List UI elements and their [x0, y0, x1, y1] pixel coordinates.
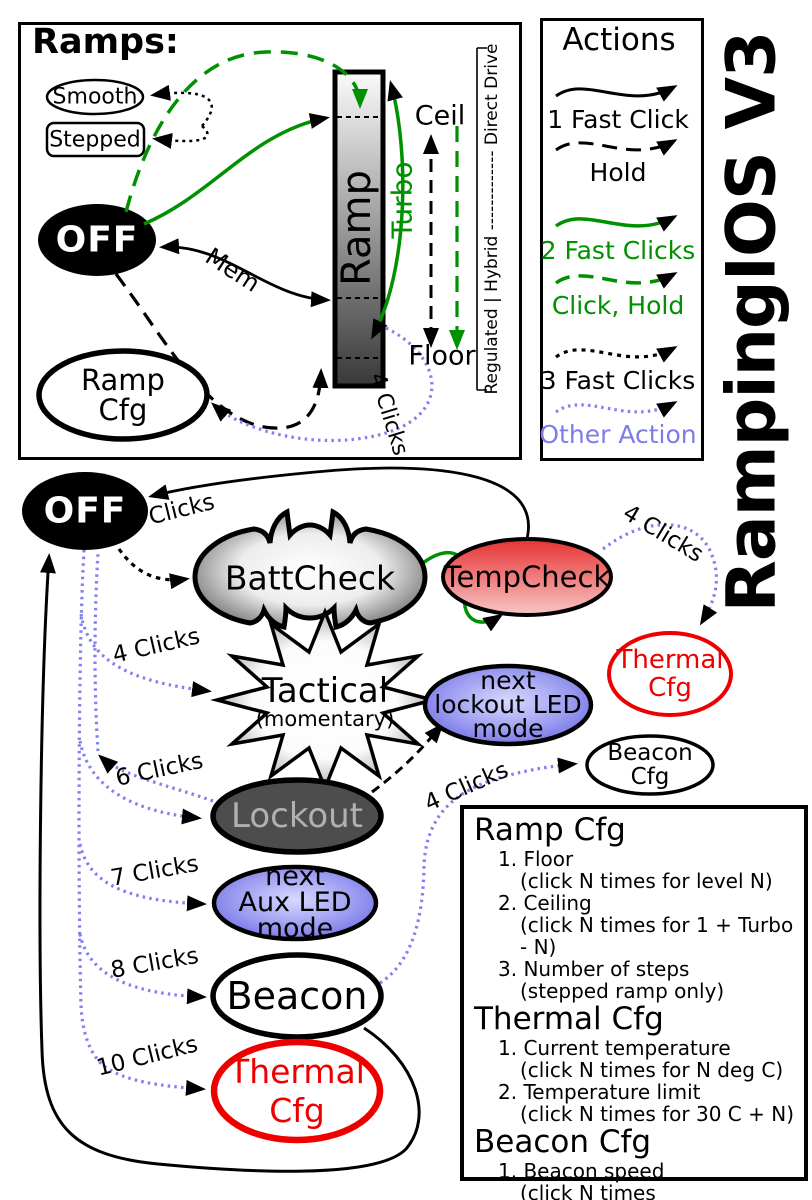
next-lockout-led-ellipse: [422, 663, 594, 747]
thermal-cfg-entry-label: Thermal Cfg: [229, 1052, 365, 1130]
thermal-cfg-entry-ellipse: [210, 1038, 384, 1144]
legend-2-fast-clicks-arrow: [554, 215, 678, 232]
tactical-label: Tactical (momentary): [255, 671, 395, 731]
ramp-label: Ramp: [334, 170, 380, 286]
beacon-cfg-ellipse: [585, 734, 715, 796]
beacon-to-off-return-arrow: [38, 553, 421, 1173]
ramps-heading: Ramps:: [32, 22, 179, 62]
battcheck-bat-shape: [192, 508, 428, 631]
legend-hold-label: Hold: [589, 158, 647, 187]
seven-clicks-arrow: [78, 843, 207, 912]
legend-other-action-arrow: [555, 401, 678, 418]
ramp-cfg-label: Ramp Cfg: [81, 363, 165, 427]
legend-1-fast-click-arrow: [555, 85, 678, 102]
four-clicks-thermal-arrow: [602, 523, 719, 626]
beacon-ellipse: [210, 952, 384, 1040]
four-clicks-tactical-arrow: [79, 613, 212, 698]
next-aux-led-label: next Aux LED mode: [238, 861, 352, 944]
beacon-cfg-heading: Beacon Cfg: [474, 1124, 652, 1160]
ceil-label: Ceil: [414, 100, 466, 132]
lockout-label: Lockout: [231, 796, 363, 836]
battcheck-label: BattCheck: [224, 558, 396, 598]
next-aux-led-ellipse: [211, 864, 379, 942]
thermal-cfg-heading: Thermal Cfg: [474, 1001, 664, 1037]
off-label-top: OFF: [55, 219, 139, 261]
off-ellipse-main: [22, 472, 148, 550]
lockout-ellipse: [210, 777, 384, 855]
tempcheck-label: TempCheck: [443, 560, 611, 594]
thermal-cfg-ellipse: [607, 631, 733, 717]
config-reference-box: Ramp Cfg 1. Floor (click N times for lev…: [460, 805, 808, 1200]
beacon-cfg-label: Beacon Cfg: [607, 740, 693, 790]
tempcheck-to-off-arrow: [148, 466, 530, 540]
tempcheck-ellipse: [441, 537, 613, 617]
smooth-ellipse: [45, 78, 145, 116]
drive-axis-bracket: [476, 47, 487, 391]
floor-label: Floor: [408, 340, 476, 372]
thermal-cfg-label: Thermal Cfg: [616, 645, 724, 703]
legend-3-fast-clicks-label: 3 Fast Clicks: [540, 366, 696, 395]
stepped-rect: [45, 121, 146, 158]
off-click-hold-arrow: [124, 50, 368, 213]
eight-clicks-arrow: [78, 933, 207, 1005]
toggle-stepped-arrow: [152, 125, 209, 149]
six-clicks-arrow: [78, 740, 202, 825]
turbo-label: Turbo: [385, 161, 419, 239]
ramp-cfg-heading: Ramp Cfg: [474, 812, 626, 848]
turbo-arc-arrow: [371, 80, 405, 340]
mem-arrow: [159, 238, 331, 308]
legend-hold-arrow: [555, 139, 678, 156]
four-clicks-rampcfg-arrow: [211, 326, 434, 443]
drive-axis-label: Regulated | Hybrid ------------- Direct …: [482, 43, 502, 395]
legend-2-fast-clicks-label: 2 Fast Clicks: [540, 236, 696, 265]
three-clicks-arrow: [117, 548, 190, 590]
legend-other-action-label: Other Action: [539, 420, 697, 449]
four-clicks-beacon-cfg-arrow: [379, 757, 578, 985]
lockout-return-line: [93, 552, 100, 752]
page-title: RampingIOS V3: [712, 31, 792, 613]
toggle-smooth-arrow: [150, 84, 213, 127]
ramps-box: [18, 22, 522, 460]
legend-1-fast-click-label: 1 Fast Click: [547, 105, 689, 134]
ramp-cfg-ellipse: [36, 348, 210, 442]
legend-click-hold-arrow: [554, 272, 678, 289]
off-ellipse-top: [38, 204, 156, 276]
lockout-return-arrow: [98, 754, 214, 803]
stepped-label: Stepped: [49, 127, 141, 153]
actions-legend-box: [540, 18, 704, 461]
legend-3-fast-clicks-arrow: [555, 346, 678, 363]
smooth-label: Smooth: [52, 84, 138, 110]
next-lockout-led-label: next lockout LED mode: [434, 666, 582, 743]
actions-heading: Actions: [562, 22, 676, 58]
tactical-star-shape: [210, 607, 440, 793]
off-to-ceiling-arrow: [143, 113, 330, 226]
off-label-main: OFF: [43, 490, 127, 532]
legend-click-hold-label: Click, Hold: [551, 291, 685, 320]
beacon-label: Beacon: [226, 974, 368, 1018]
